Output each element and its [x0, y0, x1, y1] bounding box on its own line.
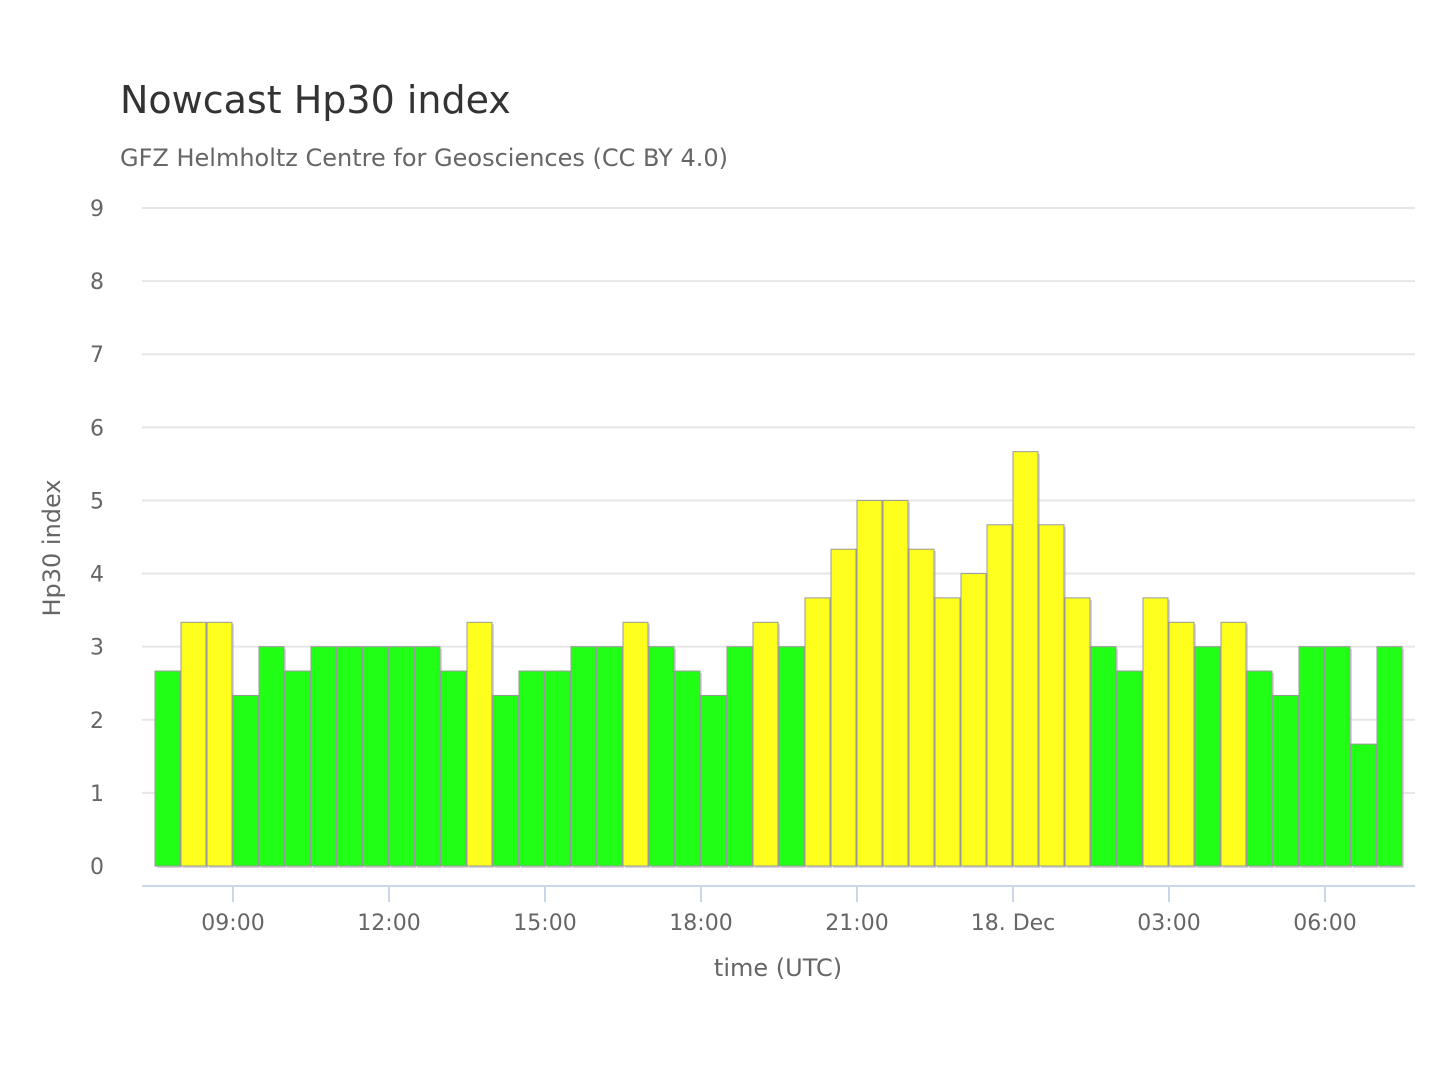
- y-tick-label: 6: [90, 416, 104, 441]
- y-tick-label: 5: [90, 489, 104, 514]
- bar[interactable]: [752, 621, 779, 867]
- bar[interactable]: [1038, 524, 1065, 867]
- bar[interactable]: [1194, 646, 1221, 867]
- bar[interactable]: [570, 646, 597, 867]
- bar[interactable]: [1168, 621, 1195, 867]
- bar[interactable]: [1324, 646, 1351, 867]
- bar[interactable]: [882, 499, 909, 867]
- y-tick-label: 8: [90, 270, 104, 295]
- bar[interactable]: [440, 670, 467, 867]
- y-tick-label: 3: [90, 636, 104, 661]
- bar[interactable]: [154, 670, 181, 867]
- x-axis-label: time (UTC): [714, 954, 842, 982]
- x-tick-label: 15:00: [513, 911, 576, 936]
- bar[interactable]: [414, 646, 441, 867]
- bar[interactable]: [700, 694, 727, 867]
- bar[interactable]: [986, 524, 1013, 867]
- bar[interactable]: [232, 694, 259, 867]
- bar[interactable]: [648, 646, 675, 867]
- bar[interactable]: [388, 646, 415, 867]
- bar[interactable]: [1116, 670, 1143, 867]
- x-tick-label: 21:00: [825, 911, 888, 936]
- bar[interactable]: [1090, 646, 1117, 867]
- x-tick-label: 12:00: [357, 911, 420, 936]
- x-tick-label: 18:00: [669, 911, 732, 936]
- bar[interactable]: [674, 670, 701, 867]
- chart-subtitle: GFZ Helmholtz Centre for Geosciences (CC…: [120, 144, 729, 172]
- bar[interactable]: [1350, 743, 1377, 867]
- y-tick-label: 9: [90, 197, 104, 222]
- y-tick-label: 7: [90, 343, 104, 368]
- bar[interactable]: [908, 548, 935, 867]
- bar[interactable]: [466, 621, 493, 867]
- x-tick-label: 09:00: [201, 911, 264, 936]
- x-tick-label: 06:00: [1293, 911, 1356, 936]
- bar[interactable]: [310, 646, 337, 867]
- bar[interactable]: [1246, 670, 1273, 867]
- bar[interactable]: [284, 670, 311, 867]
- bar[interactable]: [206, 621, 233, 867]
- bar[interactable]: [492, 694, 519, 867]
- bar[interactable]: [362, 646, 389, 867]
- y-axis-label: Hp30 index: [38, 479, 66, 616]
- bar[interactable]: [856, 499, 883, 867]
- bar[interactable]: [1298, 646, 1325, 867]
- bar[interactable]: [934, 597, 961, 867]
- bar[interactable]: [336, 646, 363, 867]
- bar[interactable]: [1272, 694, 1299, 867]
- bar[interactable]: [596, 646, 623, 867]
- x-tick-label: 18. Dec: [971, 911, 1056, 936]
- bar[interactable]: [1064, 597, 1091, 867]
- bar[interactable]: [518, 670, 545, 867]
- bar[interactable]: [778, 646, 805, 867]
- bar[interactable]: [622, 621, 649, 867]
- bar[interactable]: [1142, 597, 1169, 867]
- bar[interactable]: [180, 621, 207, 867]
- bar[interactable]: [830, 548, 857, 867]
- bar[interactable]: [804, 597, 831, 867]
- bar[interactable]: [1220, 621, 1247, 867]
- y-tick-label: 1: [90, 782, 104, 807]
- y-tick-label: 0: [90, 855, 104, 880]
- bar[interactable]: [960, 573, 987, 867]
- bar[interactable]: [1376, 646, 1403, 867]
- bar[interactable]: [258, 646, 285, 867]
- y-tick-label: 4: [90, 563, 104, 588]
- bar[interactable]: [544, 670, 571, 867]
- bar[interactable]: [726, 646, 753, 867]
- y-tick-label: 2: [90, 709, 104, 734]
- bar[interactable]: [1012, 451, 1039, 867]
- chart-title: Nowcast Hp30 index: [120, 78, 511, 122]
- x-tick-label: 03:00: [1137, 911, 1200, 936]
